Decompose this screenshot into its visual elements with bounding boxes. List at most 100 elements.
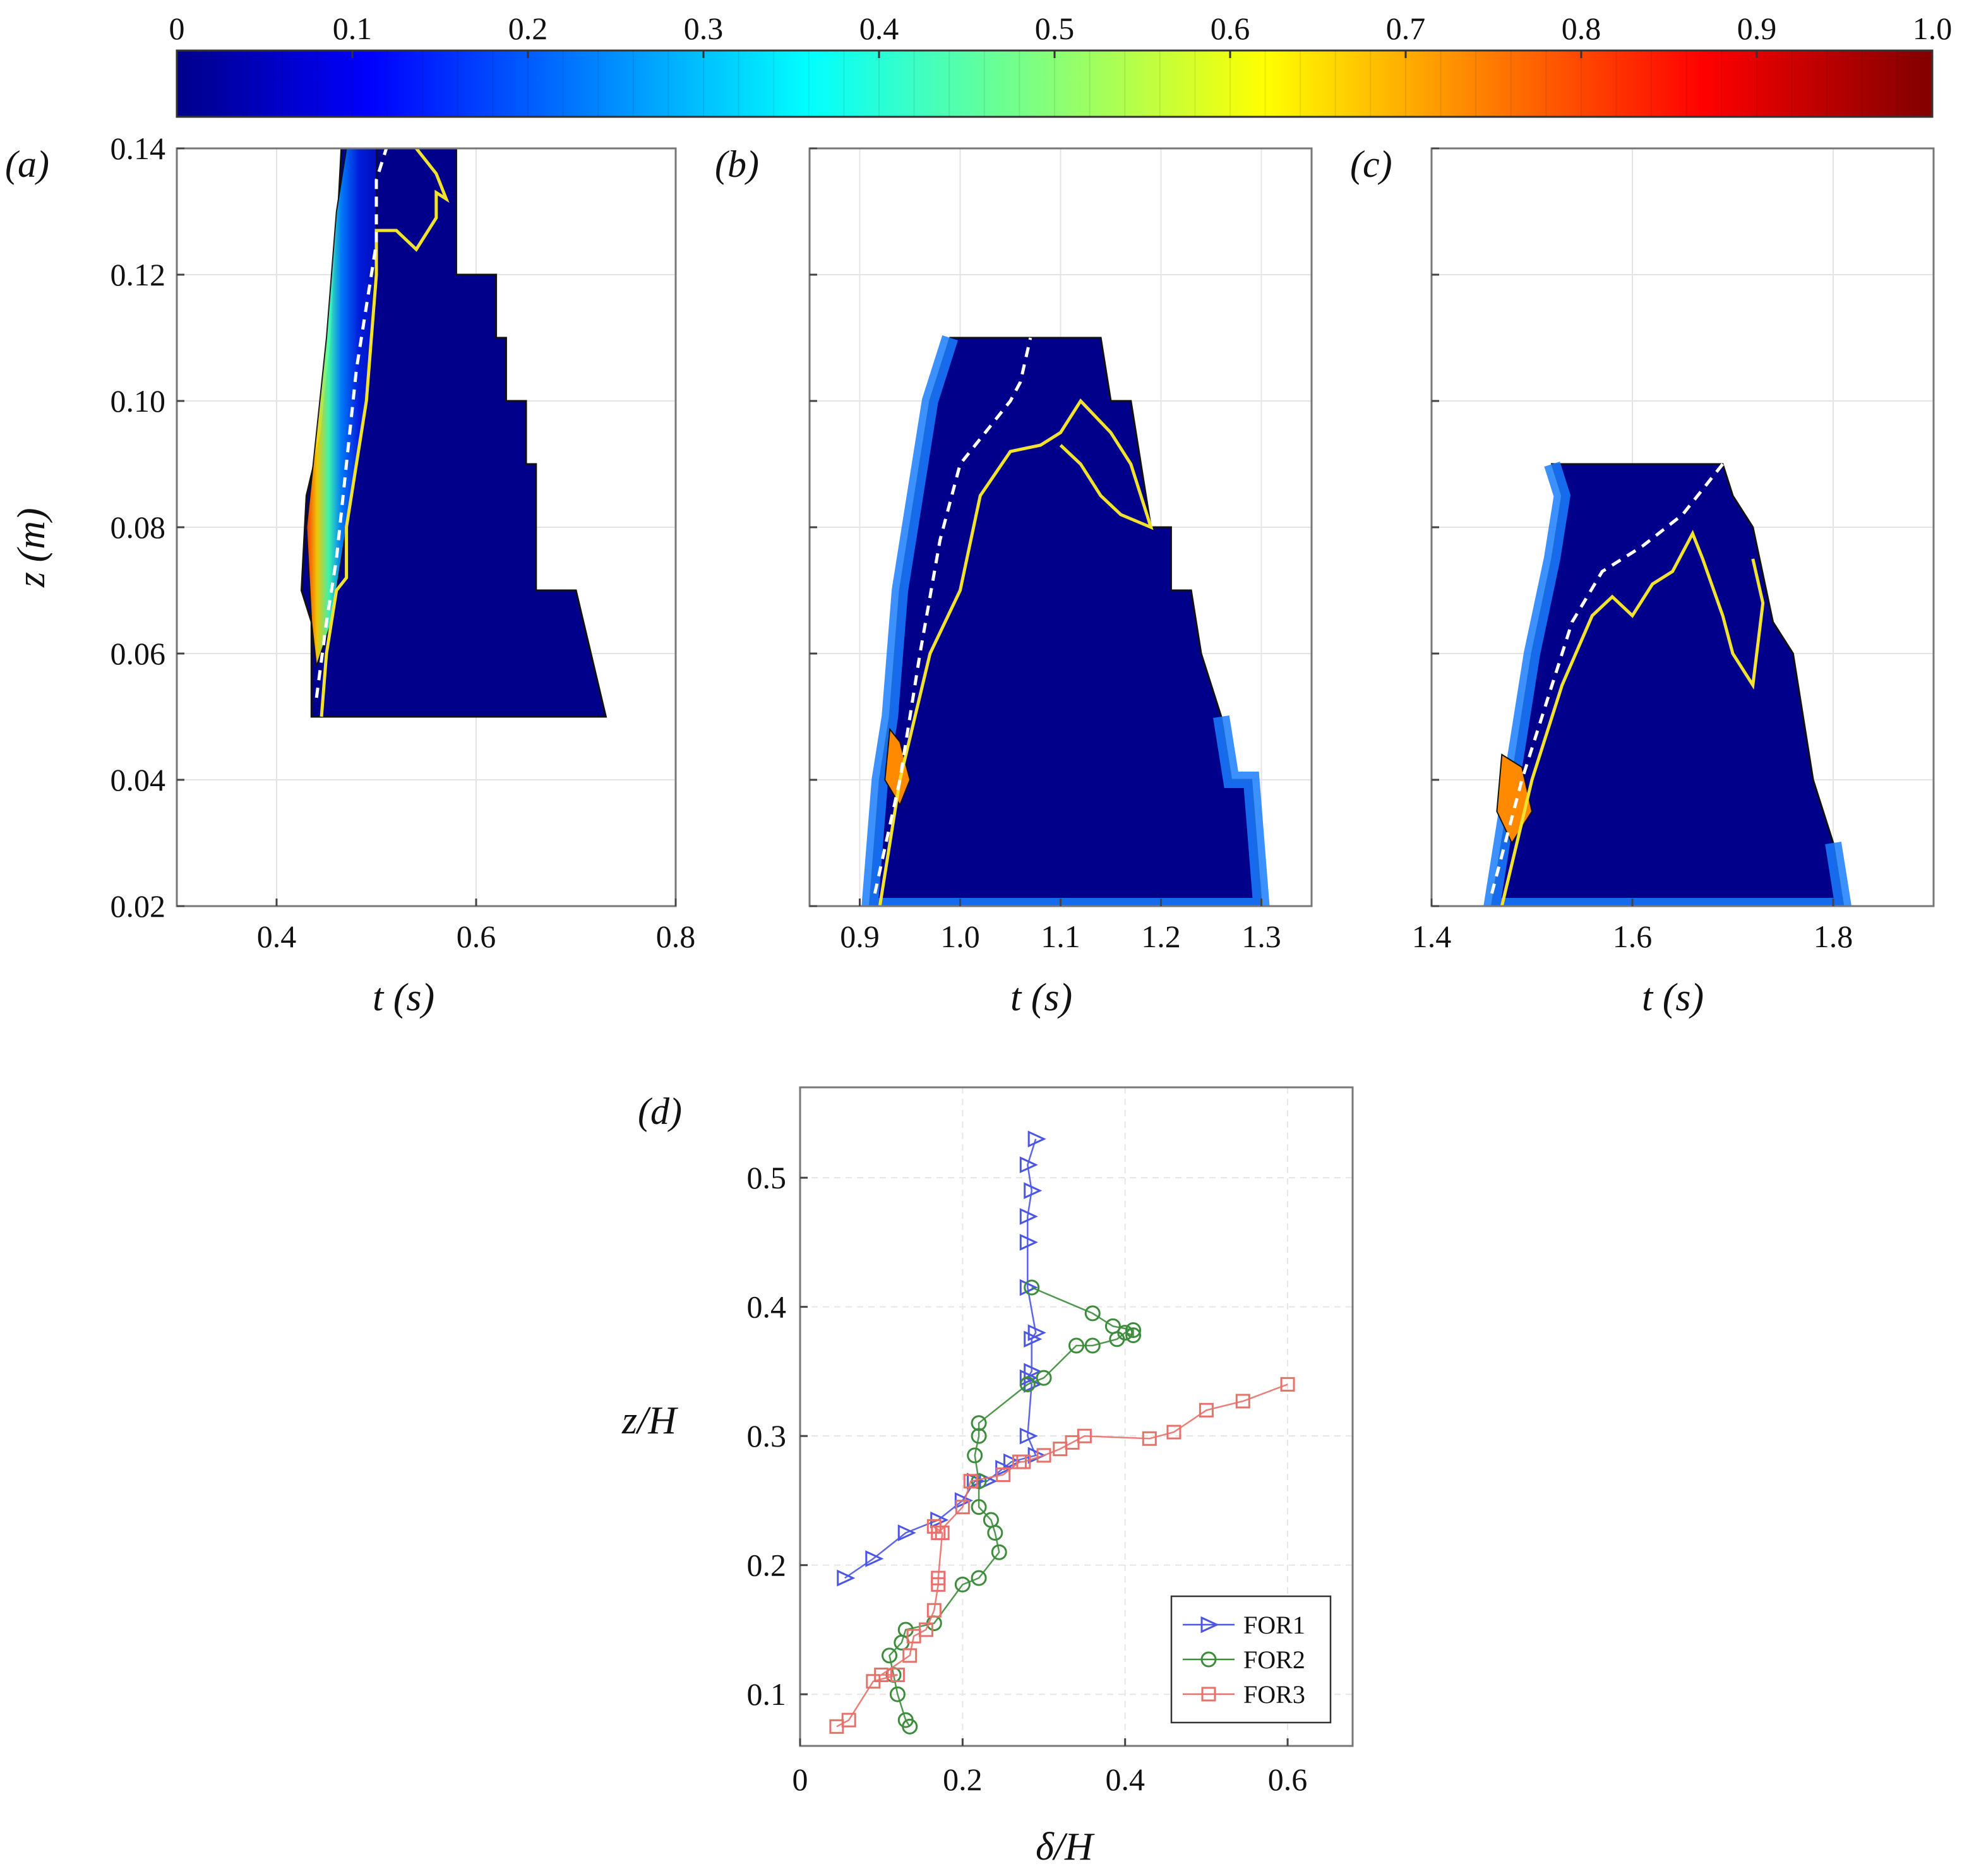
data-point bbox=[874, 1668, 889, 1683]
colorbar-tick-label: 0.5 bbox=[1035, 11, 1075, 46]
x-tick-label: 0.4 bbox=[1105, 1762, 1145, 1797]
data-point bbox=[1084, 1337, 1101, 1354]
data-point bbox=[1199, 1402, 1214, 1418]
data-point bbox=[963, 1474, 978, 1489]
panel-b-dashed-line bbox=[873, 337, 1032, 894]
panel-d-ylabel: z/H bbox=[621, 1399, 678, 1442]
panel-c-label: (c) bbox=[1350, 143, 1392, 185]
colorbar-bands bbox=[211, 51, 1898, 117]
colorbar: 0 0.1 0.2 0.3 0.4 0.5 0.6 0.7 0.8 0.9 1.0 bbox=[169, 11, 1953, 118]
series-line bbox=[888, 1286, 1134, 1727]
panel-c-dashed-line bbox=[1490, 463, 1725, 894]
x-tick-label: 0.8 bbox=[656, 919, 696, 954]
panel-b-x-ticks: 0.9 1.0 1.1 1.2 1.3 bbox=[840, 899, 1281, 954]
panel-c-edge-band bbox=[1483, 462, 1852, 906]
panel-a: 0.4 0.6 0.8 0.14 0.12 0.10 0.08 0.06 0.04 0.02 (… bbox=[5, 131, 695, 1019]
panel-b-xlabel: t (s) bbox=[1010, 976, 1072, 1019]
series-line bbox=[836, 1383, 1288, 1728]
panel-c-threshold-line bbox=[1500, 530, 1765, 906]
data-point bbox=[882, 1647, 898, 1664]
data-point bbox=[829, 1719, 844, 1734]
data-point bbox=[890, 1668, 905, 1683]
legend-marker bbox=[1200, 1651, 1217, 1668]
y-tick-label: 0.08 bbox=[111, 510, 166, 545]
data-point bbox=[971, 1570, 987, 1586]
colorbar-gradient bbox=[176, 49, 1934, 118]
data-point bbox=[897, 1524, 916, 1541]
panel-a-y-ticks: 0.14 0.12 0.10 0.08 0.06 0.04 0.02 bbox=[111, 131, 184, 924]
x-tick-label: 0.6 bbox=[457, 919, 496, 954]
data-point bbox=[1280, 1377, 1295, 1392]
colorbar-tick-label: 0.9 bbox=[1737, 11, 1777, 46]
data-point bbox=[1024, 1279, 1040, 1296]
legend: FOR1 FOR2 FOR3 bbox=[1170, 1595, 1332, 1724]
legend-label: FOR1 bbox=[1243, 1611, 1305, 1639]
data-point bbox=[841, 1712, 856, 1728]
x-tick-label: 1.8 bbox=[1814, 919, 1853, 954]
data-point bbox=[1024, 1330, 1043, 1348]
data-point bbox=[902, 1648, 918, 1663]
panel-c-xlabel: t (s) bbox=[1642, 976, 1704, 1019]
data-point bbox=[971, 1428, 987, 1444]
x-tick-label: 0.4 bbox=[257, 919, 297, 954]
data-point bbox=[996, 1467, 1011, 1483]
data-point bbox=[1019, 1369, 1038, 1387]
y-tick-label: 0.10 bbox=[111, 383, 166, 419]
x-tick-label: 0 bbox=[793, 1762, 808, 1797]
series-line bbox=[844, 1138, 1037, 1579]
colorbar-tick-label: 1.0 bbox=[1913, 11, 1953, 46]
colorbar-tick-label: 0.8 bbox=[1562, 11, 1601, 46]
panel-d-xlabel: δ/H bbox=[1036, 1825, 1095, 1868]
data-point bbox=[1084, 1305, 1101, 1322]
colorbar-tick-label: 0.3 bbox=[684, 11, 724, 46]
colorbar-tick-label: 0.6 bbox=[1211, 11, 1250, 46]
data-point bbox=[1027, 1130, 1046, 1148]
data-point bbox=[1019, 1427, 1038, 1445]
series-for3 bbox=[829, 1377, 1295, 1734]
y-tick-label: 0.4 bbox=[747, 1289, 787, 1325]
panel-a-label: (a) bbox=[5, 143, 49, 185]
data-point bbox=[1003, 1453, 1022, 1471]
data-point bbox=[967, 1473, 986, 1490]
data-point bbox=[1024, 1376, 1043, 1393]
panel-d-series bbox=[829, 1130, 1295, 1735]
panel-a-xlabel: t (s) bbox=[373, 976, 434, 1019]
data-point bbox=[1125, 1327, 1142, 1344]
panel-b-edge-band bbox=[861, 335, 1270, 906]
data-point bbox=[954, 1576, 971, 1592]
data-point bbox=[897, 1712, 914, 1728]
series-for2 bbox=[882, 1279, 1142, 1735]
panel-a-dashed-line bbox=[314, 148, 388, 698]
panel-a-x-ticks: 0.4 0.6 0.8 bbox=[257, 899, 696, 954]
panel-d-axes-frame bbox=[799, 1086, 1354, 1747]
y-tick-label: 0.2 bbox=[747, 1548, 787, 1583]
panel-d-y-ticks: 0.1 0.2 0.3 0.4 0.5 bbox=[747, 1160, 808, 1712]
data-point bbox=[991, 1544, 1007, 1560]
x-tick-label: 1.1 bbox=[1041, 919, 1080, 954]
y-tick-label: 0.06 bbox=[111, 636, 166, 671]
data-point bbox=[931, 1526, 946, 1541]
data-point bbox=[1077, 1428, 1092, 1443]
panel-d-label: (d) bbox=[638, 1090, 682, 1132]
legend-marker bbox=[1201, 1687, 1216, 1702]
y-tick-label: 0.12 bbox=[111, 257, 166, 292]
panel-b-y-ticks bbox=[810, 147, 817, 907]
data-point bbox=[1019, 1234, 1038, 1251]
x-tick-label: 1.0 bbox=[940, 919, 980, 954]
legend-label: FOR2 bbox=[1243, 1646, 1305, 1674]
data-point bbox=[1019, 1208, 1038, 1225]
y-tick-label: 0.04 bbox=[111, 762, 166, 798]
data-point bbox=[1019, 1156, 1038, 1174]
colorbar-tick-label: 0.7 bbox=[1386, 11, 1426, 46]
data-point bbox=[983, 1512, 999, 1528]
panel-c-y-ticks bbox=[1432, 147, 1439, 907]
panel-c-plume-fill bbox=[1490, 463, 1845, 906]
x-tick-label: 1.3 bbox=[1241, 919, 1281, 954]
data-point bbox=[1036, 1448, 1051, 1463]
data-point bbox=[971, 1415, 987, 1431]
panel-d-x-ticks: 0 0.2 0.4 0.6 bbox=[793, 1738, 1307, 1797]
data-point bbox=[971, 1499, 987, 1515]
data-point bbox=[1019, 1376, 1036, 1392]
legend-label: FOR3 bbox=[1243, 1680, 1305, 1709]
